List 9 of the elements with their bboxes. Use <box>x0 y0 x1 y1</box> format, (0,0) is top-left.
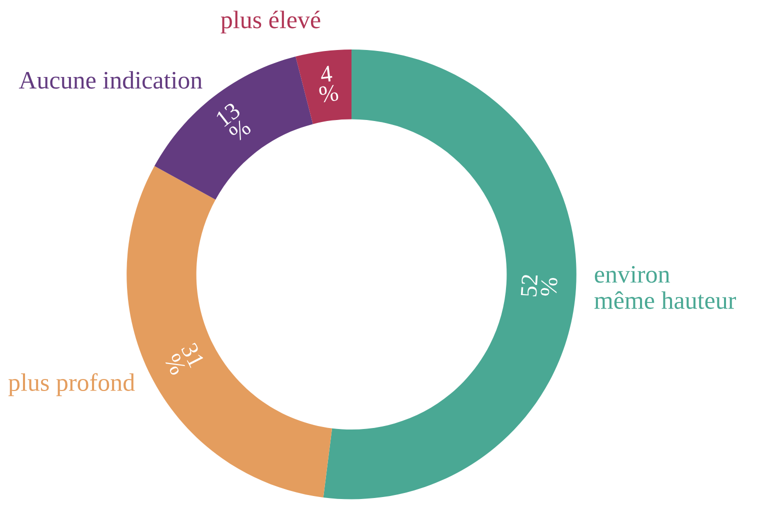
data-label: 13 % <box>215 102 252 142</box>
slice-label: plus élevé <box>220 10 320 34</box>
data-label: 4 % <box>318 66 339 103</box>
donut-slice <box>296 49 352 124</box>
slice-label: Aucune indication <box>18 71 202 89</box>
slice-label: environ même hauteur <box>594 266 736 309</box>
data-label: 52 % <box>520 274 558 296</box>
data-label: 31 % <box>164 342 205 376</box>
slice-label: plus profond <box>8 373 135 396</box>
